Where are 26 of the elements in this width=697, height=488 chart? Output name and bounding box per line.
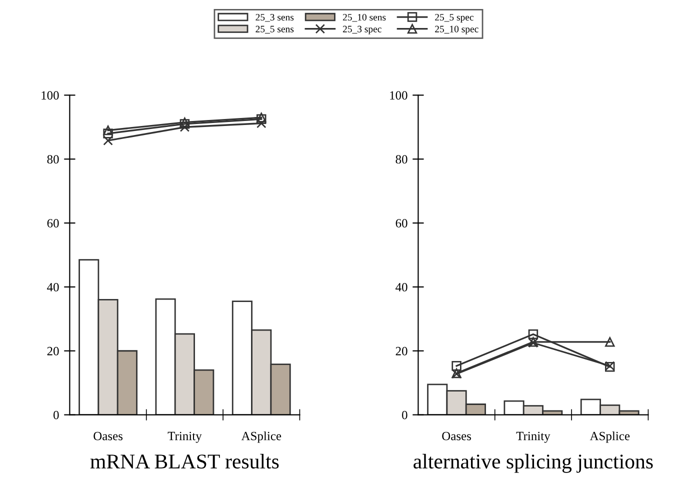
x-axis-title: mRNA BLAST results (90, 454, 279, 469)
legend-label: 25_5 sens (256, 26, 294, 34)
x-axis-title: alternative splicing junctions (414, 454, 653, 473)
legend-label: 25_10 spec (435, 26, 478, 34)
x-tick-label: ASplice (241, 431, 282, 443)
y-tick-label: 60 (396, 219, 408, 228)
y-tick-label: 60 (47, 219, 59, 228)
y-tick-label: 100 (390, 91, 408, 100)
y-tick-label: 40 (396, 282, 408, 292)
x-tick-label: Oases (94, 432, 123, 440)
x-tick-label: ASplice (590, 431, 630, 443)
legend-label: 25_3 sens (256, 14, 294, 22)
y-tick-label: 20 (47, 346, 59, 356)
y-tick-label: 80 (396, 155, 408, 164)
x-tick-label: Oases (442, 432, 472, 440)
x-tick-label: Trinity (168, 432, 202, 443)
legend-label: 25_5 spec (435, 14, 474, 23)
y-tick-label: 80 (47, 155, 59, 164)
y-tick-label: 0 (54, 410, 59, 420)
legend-label: 25_10 sens (342, 14, 386, 22)
y-tick-label: 20 (396, 346, 408, 356)
x-tick-label: Trinity (516, 432, 550, 443)
y-tick-label: 100 (42, 91, 59, 100)
legend-label: 25_3 spec (342, 26, 382, 34)
y-tick-label: 40 (47, 282, 59, 292)
y-tick-label: 0 (402, 410, 408, 420)
